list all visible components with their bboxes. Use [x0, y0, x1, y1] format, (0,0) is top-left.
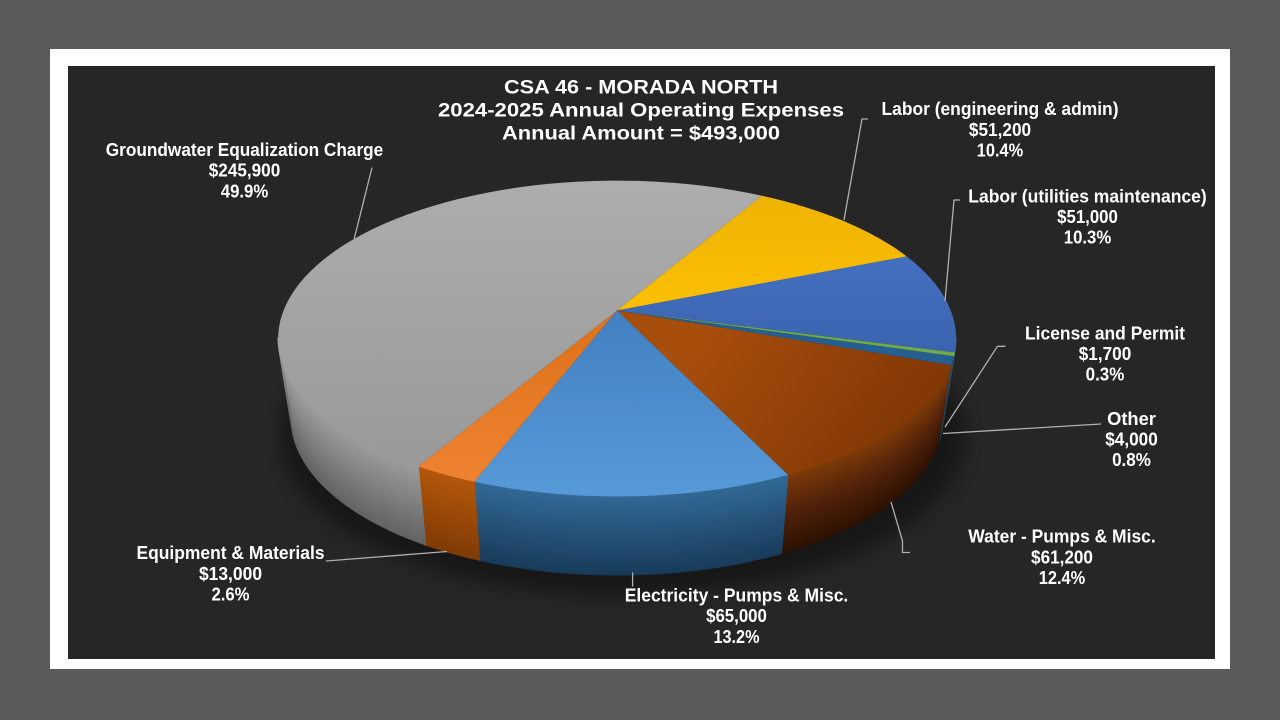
svg-text:$4,000: $4,000 [1105, 429, 1158, 450]
svg-text:$51,200: $51,200 [969, 119, 1031, 140]
svg-text:12.4%: 12.4% [1039, 567, 1085, 588]
svg-text:License and Permit: License and Permit [1025, 322, 1185, 343]
svg-text:Labor (utilities maintenance): Labor (utilities maintenance) [968, 185, 1207, 206]
svg-text:10.4%: 10.4% [977, 140, 1023, 161]
svg-text:0.8%: 0.8% [1112, 449, 1151, 470]
svg-text:10.3%: 10.3% [1064, 227, 1112, 248]
svg-text:Equipment & Materials: Equipment & Materials [136, 542, 324, 563]
svg-text:Electricity - Pumps & Misc.: Electricity - Pumps & Misc. [625, 585, 849, 606]
svg-text:2024-2025 Annual Operating Exp: 2024-2025 Annual Operating Expenses [438, 100, 844, 121]
svg-text:Groundwater Equalization Charg: Groundwater Equalization Charge [106, 139, 384, 160]
svg-text:13.2%: 13.2% [714, 626, 760, 647]
svg-text:$65,000: $65,000 [706, 605, 767, 626]
svg-text:2.6%: 2.6% [211, 584, 249, 605]
svg-text:$1,700: $1,700 [1079, 343, 1132, 364]
svg-text:49.9%: 49.9% [221, 180, 269, 201]
svg-text:$245,900: $245,900 [209, 160, 281, 181]
svg-text:Water - Pumps & Misc.: Water - Pumps & Misc. [968, 526, 1155, 547]
svg-text:Annual Amount = $493,000: Annual Amount = $493,000 [502, 124, 780, 145]
svg-text:Labor (engineering & admin): Labor (engineering & admin) [882, 98, 1119, 119]
svg-text:$61,200: $61,200 [1031, 546, 1093, 567]
svg-text:Other: Other [1107, 408, 1156, 429]
svg-text:$13,000: $13,000 [199, 563, 262, 584]
svg-text:0.3%: 0.3% [1086, 364, 1125, 385]
svg-text:CSA 46 - MORADA NORTH: CSA 46 - MORADA NORTH [504, 77, 778, 98]
svg-text:$51,000: $51,000 [1057, 206, 1118, 227]
